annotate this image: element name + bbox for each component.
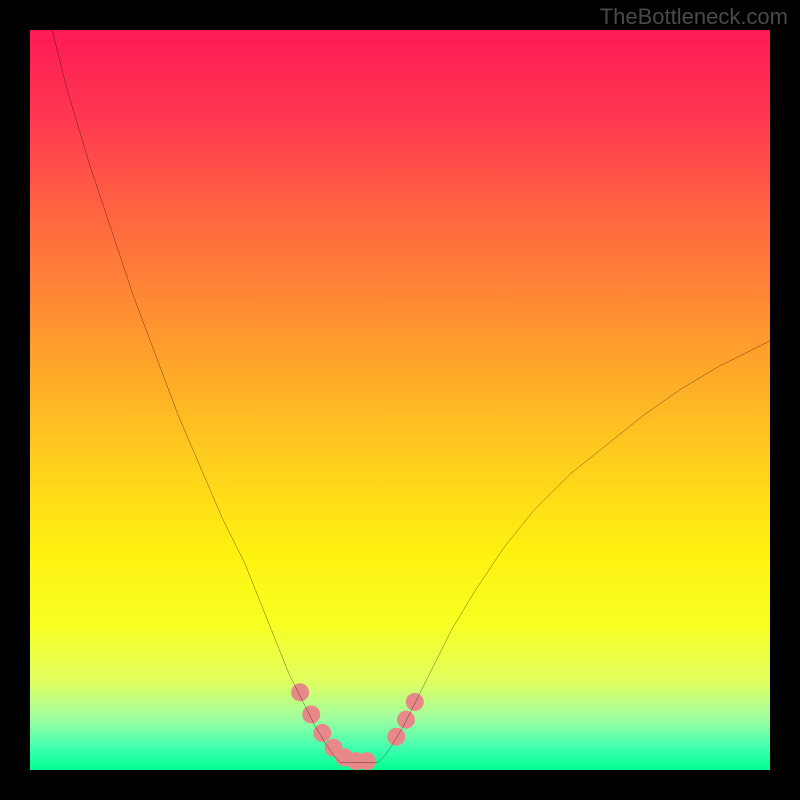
marker-dot <box>397 711 415 729</box>
marker-dot <box>291 683 309 701</box>
marker-dot <box>358 752 376 770</box>
marker-dot <box>302 706 320 724</box>
curve-left <box>52 30 341 763</box>
curve-right <box>378 341 770 763</box>
plot-area <box>30 30 770 770</box>
markers <box>291 683 424 770</box>
watermark: TheBottleneck.com <box>600 4 788 30</box>
marker-dot <box>313 724 331 742</box>
marker-dot <box>406 693 424 711</box>
curves-layer <box>30 30 770 770</box>
marker-dot <box>387 728 405 746</box>
